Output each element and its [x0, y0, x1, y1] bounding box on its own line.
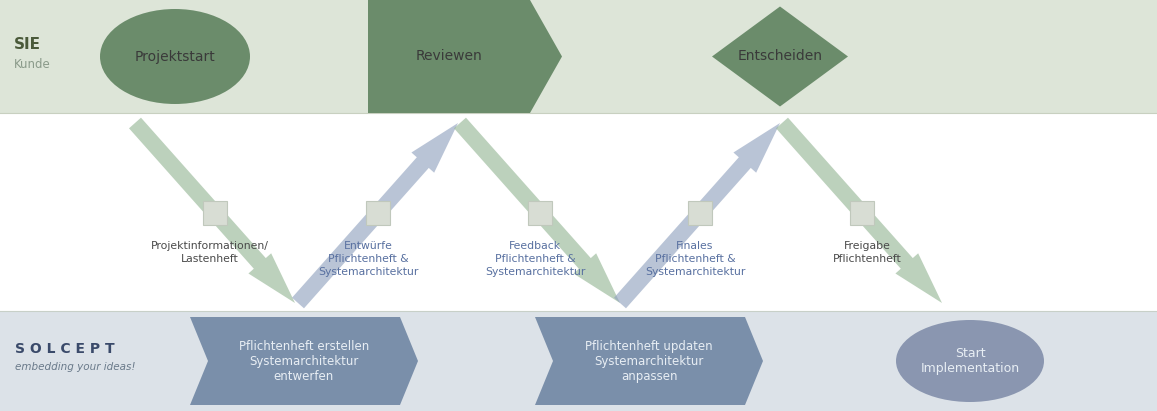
FancyArrow shape — [292, 123, 458, 308]
Text: Start
Implementation: Start Implementation — [921, 347, 1019, 375]
Text: Projektinformationen/
Lastenheft: Projektinformationen/ Lastenheft — [152, 241, 268, 264]
Text: Freigabe
Pflichtenheft: Freigabe Pflichtenheft — [833, 241, 901, 264]
FancyArrow shape — [614, 123, 780, 308]
FancyArrow shape — [130, 118, 295, 303]
Text: embedding your ideas!: embedding your ideas! — [15, 362, 135, 372]
FancyBboxPatch shape — [688, 201, 712, 225]
Text: S O L C E P T: S O L C E P T — [15, 342, 115, 356]
Ellipse shape — [896, 320, 1044, 402]
Text: Pflichtenheft erstellen
Systemarchitektur
entwerfen: Pflichtenheft erstellen Systemarchitektu… — [238, 339, 369, 383]
Ellipse shape — [100, 9, 250, 104]
FancyBboxPatch shape — [528, 201, 552, 225]
Text: SIE: SIE — [14, 37, 40, 52]
Text: Pflichtenheft updaten
Systemarchitektur
anpassen: Pflichtenheft updaten Systemarchitektur … — [585, 339, 713, 383]
Polygon shape — [712, 7, 848, 106]
Text: Feedback
Pflichtenheft &
Systemarchitektur: Feedback Pflichtenheft & Systemarchitekt… — [485, 241, 585, 277]
Bar — [0, 0, 1157, 113]
FancyBboxPatch shape — [366, 201, 390, 225]
Text: Entwürfe
Pflichtenheft &
Systemarchitektur: Entwürfe Pflichtenheft & Systemarchitekt… — [318, 241, 418, 277]
FancyArrow shape — [454, 118, 620, 303]
Text: Projektstart: Projektstart — [134, 49, 215, 64]
Text: Finales
Pflichtenheft &
Systemarchitektur: Finales Pflichtenheft & Systemarchitektu… — [644, 241, 745, 277]
FancyArrow shape — [776, 118, 942, 303]
FancyBboxPatch shape — [202, 201, 227, 225]
FancyBboxPatch shape — [850, 201, 874, 225]
Bar — [0, 311, 1157, 411]
Polygon shape — [535, 317, 762, 405]
Text: Entscheiden: Entscheiden — [737, 49, 823, 64]
Text: Kunde: Kunde — [14, 58, 51, 71]
Text: Reviewen: Reviewen — [415, 49, 482, 64]
Polygon shape — [368, 0, 562, 113]
Polygon shape — [190, 317, 418, 405]
